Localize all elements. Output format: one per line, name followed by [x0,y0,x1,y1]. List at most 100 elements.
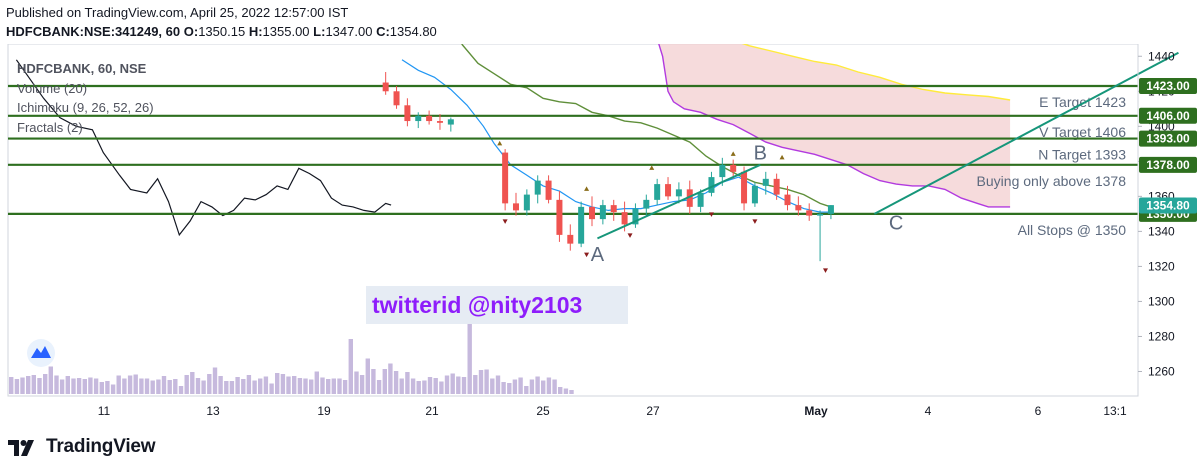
volume-bar [65,376,70,394]
legend-fractals: Fractals (2) [17,120,83,135]
leading-span-a-line [741,44,1011,101]
candle-body[interactable] [741,171,748,204]
volume-bar [495,375,501,394]
candle-body[interactable] [773,178,780,195]
volume-bar [331,378,336,394]
volume-bar [529,379,535,394]
volume-bar [558,387,563,394]
volume-bar [490,378,495,394]
high-label: H: [248,24,263,39]
candle-body[interactable] [545,180,552,200]
candle-body[interactable] [621,212,628,225]
volume-bar [31,375,36,394]
candle-body[interactable] [665,184,672,197]
candle-body[interactable] [806,210,813,216]
volume-bar [116,375,121,394]
fractal-up-marker [649,165,655,170]
candle-body[interactable] [795,205,802,211]
candle-body[interactable] [708,177,715,193]
footer-brand-name: TradingView [46,436,156,457]
volume-bar [359,375,365,394]
volume-bar [59,379,65,394]
volume-bar [410,378,416,394]
candle-body[interactable] [534,180,541,195]
candle-body[interactable] [512,203,519,211]
time-tick-label: 21 [425,404,439,418]
cloud-icon [31,346,51,358]
candle-body[interactable] [599,205,606,220]
candle-body[interactable] [675,189,682,197]
candle-body[interactable] [578,206,585,244]
candle-body[interactable] [393,91,400,106]
volume-bar [184,375,189,394]
candle-body[interactable] [404,105,411,122]
candle-body[interactable] [426,115,433,122]
candle-body[interactable] [762,178,769,186]
time-tick-label: 11 [98,404,111,418]
candle-body[interactable] [632,208,639,225]
volume-bar [76,378,82,394]
candle-body[interactable] [436,121,443,123]
close-label: C: [376,24,390,39]
candle-body[interactable] [415,115,422,122]
volume-bar [314,371,319,394]
volume-bar [501,382,506,394]
candle-body[interactable] [567,234,574,244]
volume-bar [427,377,433,394]
point-label-a: A [591,244,605,266]
tradingview-logo-icon [8,440,34,456]
candle-body[interactable] [382,82,389,92]
price-tick-label: 1440 [1148,49,1175,63]
candle-body[interactable] [643,199,650,209]
volume-bar [48,366,53,394]
volume-bar [127,375,133,394]
candle-body[interactable] [589,206,596,220]
volume-bar [371,369,376,394]
fractal-up-marker [497,140,503,146]
candle-body[interactable] [556,199,563,235]
volume-bar [144,378,150,394]
candle-body[interactable] [523,194,530,211]
trendline-1[interactable] [597,163,761,240]
candle-body[interactable] [686,189,693,207]
time-axis[interactable]: 11 13 19 21 25 27 May 4 6 13:1 [8,395,1138,418]
price-tick-label: 1280 [1148,329,1175,343]
volume-bar [105,381,110,394]
volume-bar [207,374,212,394]
time-tick-label: 6 [1035,404,1042,418]
volume-bar [26,376,31,394]
candle-body[interactable] [827,205,834,214]
volume-bar [473,375,478,394]
published-line: Published on TradingView.com, April 25, … [6,5,349,20]
time-tick-label: 27 [646,404,660,418]
ichimoku-cloud [658,44,1011,207]
candle-body[interactable] [784,194,791,206]
candle-body[interactable] [502,152,509,204]
candle-body[interactable] [610,205,617,213]
candle-body[interactable] [730,164,737,172]
candle-body[interactable] [654,184,661,200]
volume-bar [71,378,76,394]
time-tick-label: 4 [925,404,932,418]
watermark-text: twitterid @nity2103 [372,292,582,318]
candle-body[interactable] [697,192,704,207]
level-label-1393: N Target 1393 [1038,147,1126,163]
candle-body[interactable] [447,119,454,125]
candle-body[interactable] [751,185,758,204]
time-tick-label: 25 [536,404,550,418]
candle-body[interactable] [817,213,824,216]
volume-bar [246,375,252,394]
last-price-tag-bg [1139,197,1197,214]
volume-bar [416,381,421,394]
trendline-2[interactable] [873,51,1179,215]
time-tick-label: 13 [206,404,220,418]
level-price-tag-1393: 1393.00 [1146,132,1190,146]
point-label-b: B [754,143,767,165]
volume-bar [484,369,489,394]
volume-bar [456,376,461,394]
time-tick-label: May [804,404,828,418]
candle-body[interactable] [719,164,726,178]
volume-bar [303,378,308,394]
price-chart[interactable]: E Target 1423 V Target 1406 N Target 1393 B… [0,44,1200,424]
volume-bar [54,375,59,394]
